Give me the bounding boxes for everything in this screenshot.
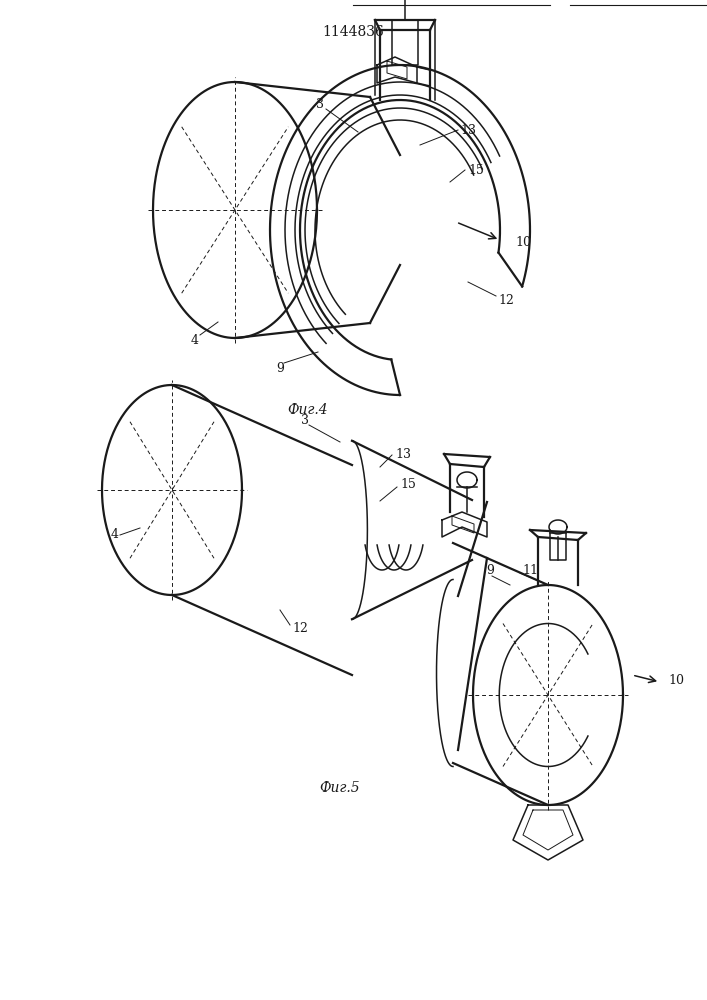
Text: 3: 3 bbox=[301, 414, 309, 426]
Text: 4: 4 bbox=[111, 528, 119, 542]
Text: Фиг.5: Фиг.5 bbox=[320, 781, 361, 795]
Text: 10: 10 bbox=[515, 235, 531, 248]
Text: 10: 10 bbox=[668, 674, 684, 686]
Text: 9: 9 bbox=[486, 564, 494, 576]
Text: 13: 13 bbox=[460, 123, 476, 136]
Text: 15: 15 bbox=[400, 479, 416, 491]
Text: 12: 12 bbox=[292, 621, 308, 635]
Text: 4: 4 bbox=[191, 334, 199, 347]
Text: 13: 13 bbox=[395, 448, 411, 462]
Text: 15: 15 bbox=[468, 163, 484, 176]
Text: 9: 9 bbox=[276, 361, 284, 374]
Text: 12: 12 bbox=[498, 294, 514, 306]
Text: Фиг.4: Фиг.4 bbox=[288, 403, 328, 417]
Text: 11: 11 bbox=[522, 564, 538, 576]
Text: 3: 3 bbox=[316, 99, 324, 111]
Text: 1144836: 1144836 bbox=[322, 25, 384, 39]
